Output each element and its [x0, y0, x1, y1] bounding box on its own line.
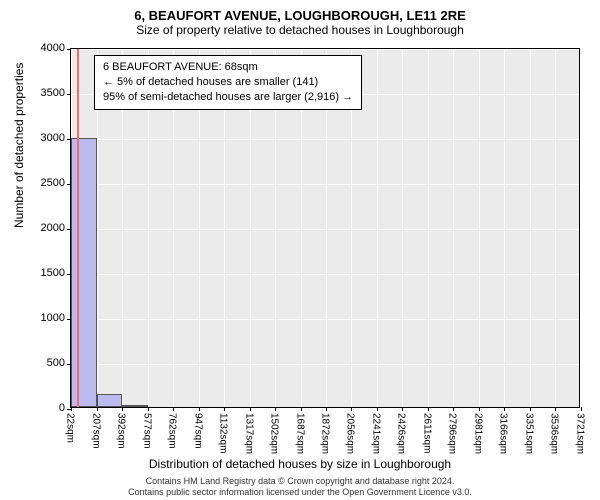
- xtick-label: 762sqm: [167, 413, 178, 449]
- gridline-vertical: [581, 49, 582, 407]
- xtick-label: 947sqm: [192, 413, 203, 449]
- ytick-label: 2000: [15, 222, 65, 234]
- xtick-mark: [377, 407, 378, 411]
- xtick-label: 1132sqm: [218, 413, 229, 453]
- xtick-mark: [199, 407, 200, 411]
- xtick-mark: [122, 407, 123, 411]
- xtick-label: 3166sqm: [498, 413, 509, 454]
- ytick-label: 2500: [15, 177, 65, 189]
- ytick-label: 1000: [15, 312, 65, 324]
- xtick-label: 2241sqm: [370, 413, 381, 454]
- xtick-label: 1872sqm: [320, 413, 331, 454]
- histogram-bar: [122, 405, 148, 407]
- ytick-label: 4000: [15, 42, 65, 54]
- gridline-vertical: [555, 49, 556, 407]
- gridline-vertical: [428, 49, 429, 407]
- xtick-mark: [173, 407, 174, 411]
- xtick-mark: [428, 407, 429, 411]
- xtick-label: 3721sqm: [575, 413, 586, 454]
- xtick-label: 207sqm: [90, 413, 101, 449]
- property-marker-line: [77, 49, 79, 407]
- xtick-label: 2981sqm: [472, 413, 483, 454]
- footer-attribution: Contains HM Land Registry data © Crown c…: [0, 476, 600, 499]
- xtick-label: 1687sqm: [294, 413, 305, 454]
- histogram-bar: [97, 394, 123, 407]
- xtick-mark: [97, 407, 98, 411]
- xtick-mark: [148, 407, 149, 411]
- gridline-vertical: [504, 49, 505, 407]
- xtick-label: 3536sqm: [549, 413, 560, 454]
- footer-line-2: Contains public sector information licen…: [0, 487, 600, 498]
- gridline-vertical: [377, 49, 378, 407]
- gridline-vertical: [530, 49, 531, 407]
- xtick-mark: [71, 407, 72, 411]
- x-axis-label: Distribution of detached houses by size …: [0, 457, 600, 471]
- xtick-label: 1502sqm: [269, 413, 280, 454]
- xtick-label: 392sqm: [116, 413, 127, 449]
- callout-line-3: 95% of semi-detached houses are larger (…: [103, 90, 353, 105]
- xtick-label: 2426sqm: [396, 413, 407, 454]
- gridline-vertical: [402, 49, 403, 407]
- xtick-mark: [402, 407, 403, 411]
- histogram-bar: [71, 138, 97, 407]
- xtick-mark: [504, 407, 505, 411]
- xtick-mark: [530, 407, 531, 411]
- xtick-mark: [479, 407, 480, 411]
- gridline-vertical: [453, 49, 454, 407]
- xtick-mark: [301, 407, 302, 411]
- xtick-mark: [224, 407, 225, 411]
- xtick-mark: [581, 407, 582, 411]
- xtick-mark: [351, 407, 352, 411]
- callout-line-2: ← 5% of detached houses are smaller (141…: [103, 75, 353, 90]
- xtick-label: 2611sqm: [421, 413, 432, 453]
- ytick-label: 500: [15, 357, 65, 369]
- callout-line-1: 6 BEAUFORT AVENUE: 68sqm: [103, 60, 353, 75]
- xtick-mark: [453, 407, 454, 411]
- xtick-label: 2056sqm: [345, 413, 356, 454]
- ytick-label: 3000: [15, 132, 65, 144]
- xtick-label: 3351sqm: [523, 413, 534, 454]
- xtick-mark: [326, 407, 327, 411]
- xtick-label: 22sqm: [65, 413, 76, 443]
- xtick-mark: [250, 407, 251, 411]
- footer-line-1: Contains HM Land Registry data © Crown c…: [0, 476, 600, 487]
- xtick-label: 1317sqm: [243, 413, 254, 454]
- property-callout: 6 BEAUFORT AVENUE: 68sqm ← 5% of detache…: [94, 55, 362, 110]
- chart-title: 6, BEAUFORT AVENUE, LOUGHBOROUGH, LE11 2…: [0, 0, 600, 23]
- xtick-mark: [275, 407, 276, 411]
- xtick-label: 2796sqm: [447, 413, 458, 454]
- ytick-label: 1500: [15, 267, 65, 279]
- ytick-label: 0: [15, 402, 65, 414]
- gridline-vertical: [479, 49, 480, 407]
- chart-subtitle: Size of property relative to detached ho…: [0, 23, 600, 43]
- xtick-mark: [555, 407, 556, 411]
- xtick-label: 577sqm: [141, 413, 152, 449]
- ytick-label: 3500: [15, 87, 65, 99]
